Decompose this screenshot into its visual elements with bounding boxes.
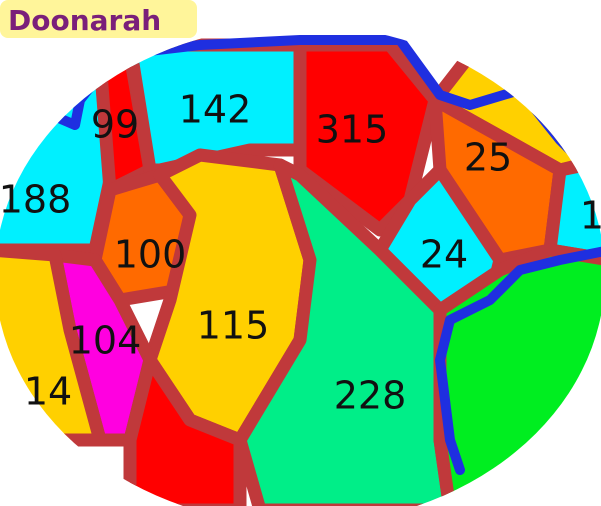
region-label: 142 [179,88,252,132]
map-title: Doonarah [8,4,161,37]
region-label: 100 [114,233,187,277]
region-label: 24 [420,233,468,277]
region-label: 188 [0,178,71,222]
region [0,53,117,257]
region [233,158,457,506]
region-label: 99 [91,103,139,147]
region-label: 228 [334,374,407,418]
title-box [0,0,197,38]
region-label: 104 [69,319,142,363]
region-label: 14 [24,370,72,414]
region-label: 1 [580,194,601,238]
region-label: 315 [316,108,389,152]
border [435,245,601,475]
region-label: 115 [197,304,270,348]
region-label: 25 [464,136,512,180]
region [123,353,247,506]
